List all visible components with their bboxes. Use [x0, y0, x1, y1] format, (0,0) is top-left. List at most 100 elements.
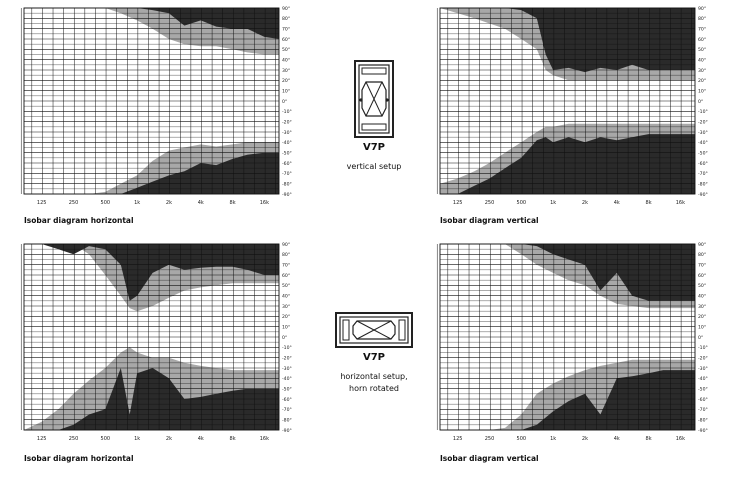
y-tick-label: 50° — [698, 47, 706, 53]
y-tick-label: -60° — [282, 161, 292, 167]
y-tick-label: -50° — [282, 386, 292, 392]
isobar-plot: 90° 80° 70° 60° 50° 40° 30° 20° 10° 0° -10° -20° -30… — [436, 242, 708, 442]
x-tick-label: 250 — [485, 436, 495, 442]
y-tick-label: 0° — [282, 99, 287, 105]
y-tick-label: 30° — [282, 68, 290, 74]
y-tick-label: -10° — [282, 345, 292, 351]
y-tick-label: 40° — [698, 293, 706, 299]
x-tick-label: 500 — [517, 436, 527, 442]
isobar-chart-vertical-vertical-setup: 90° 80° 70° 60° 50° 40° 30° 20° 10° 0° -10° -20° -30… — [436, 6, 708, 208]
y-tick-label: 90° — [282, 6, 290, 12]
isobar-chart-vertical-horizontal-setup: 90° 80° 70° 60° 50° 40° 30° 20° 10° 0° -10° -20° -30… — [436, 242, 708, 444]
speaker-horizontal-setup: V7P horizontal setup, horn rotated — [314, 312, 434, 395]
x-tick-label: 125 — [37, 200, 47, 206]
y-tick-label: 10° — [698, 324, 706, 330]
y-tick-label: 70° — [282, 26, 290, 32]
setup-label-line2: horn rotated — [349, 384, 399, 393]
chart-title: Isobar diagram horizontal — [24, 454, 134, 463]
y-tick-label: -30° — [698, 366, 708, 372]
y-tick-label: -20° — [282, 355, 292, 361]
y-tick-label: 10° — [282, 324, 290, 330]
x-tick-label: 16k — [676, 200, 685, 206]
x-tick-label: 8k — [646, 436, 652, 442]
plot-frame — [23, 243, 280, 431]
y-tick-label: 0° — [282, 335, 287, 341]
x-tick-label: 8k — [230, 200, 236, 206]
y-tick-label: -80° — [282, 417, 292, 423]
isobar-chart-horizontal-horizontal-setup: 90° 80° 70° 60° 50° 40° 30° 20° 10° 0° -10° -20° -30… — [20, 242, 292, 444]
x-tick-label: 1k — [550, 436, 556, 442]
x-tick-label: 16k — [676, 436, 685, 442]
y-tick-label: 20° — [698, 78, 706, 84]
y-tick-label: 20° — [282, 78, 290, 84]
y-tick-label: 90° — [698, 6, 706, 12]
x-tick-label: 4k — [198, 436, 204, 442]
x-tick-label: 250 — [485, 200, 495, 206]
plot-frame — [23, 7, 280, 195]
y-tick-label: -50° — [698, 150, 708, 156]
y-tick-label: 0° — [698, 99, 703, 105]
y-tick-label: -90° — [698, 428, 708, 434]
y-tick-label: -50° — [698, 386, 708, 392]
x-tick-label: 8k — [646, 200, 652, 206]
y-tick-label: 30° — [282, 304, 290, 310]
setup-label: vertical setup — [346, 162, 402, 171]
y-tick-label: 90° — [698, 242, 706, 248]
y-tick-label: 80° — [698, 252, 706, 258]
x-tick-label: 250 — [69, 436, 79, 442]
x-tick-label: 1k — [550, 200, 556, 206]
y-tick-label: -30° — [282, 366, 292, 372]
y-tick-label: 20° — [698, 314, 706, 320]
speaker-vertical-setup: V7P vertical setup — [314, 60, 434, 173]
dark-band-top — [440, 8, 695, 73]
y-tick-label: -60° — [698, 397, 708, 403]
y-tick-label: 70° — [282, 262, 290, 268]
model-name: V7P — [362, 142, 386, 153]
x-tick-label: 500 — [101, 200, 111, 206]
y-tick-label: -80° — [282, 181, 292, 187]
y-tick-label: 80° — [282, 252, 290, 258]
isobar-plot: 90° 80° 70° 60° 50° 40° 30° 20° 10° 0° -10° -20° -30… — [436, 6, 708, 206]
setup-label-line1: horizontal setup, — [340, 372, 408, 381]
y-tick-label: -70° — [282, 171, 292, 177]
x-tick-label: 2k — [166, 200, 172, 206]
x-tick-label: 1k — [134, 436, 140, 442]
dark-band-bottom — [440, 134, 695, 194]
dark-band-bottom — [440, 370, 695, 430]
x-tick-label: 16k — [260, 200, 269, 206]
y-tick-label: -70° — [282, 407, 292, 413]
y-tick-label: -90° — [698, 192, 708, 198]
y-tick-label: -40° — [698, 140, 708, 146]
y-tick-label: 30° — [698, 68, 706, 74]
y-tick-label: -40° — [282, 376, 292, 382]
y-tick-label: -80° — [698, 181, 708, 187]
y-tick-label: -20° — [698, 355, 708, 361]
x-tick-label: 16k — [260, 436, 269, 442]
x-tick-label: 1k — [134, 200, 140, 206]
y-tick-label: 0° — [698, 335, 703, 341]
dark-band-top — [24, 244, 279, 301]
speaker-vertical-icon — [314, 60, 434, 138]
x-tick-label: 500 — [517, 200, 527, 206]
y-tick-label: 30° — [698, 304, 706, 310]
y-tick-label: 70° — [698, 26, 706, 32]
y-tick-label: 80° — [698, 16, 706, 22]
isobar-plot: 90° 80° 70° 60° 50° 40° 30° 20° 10° 0° -10° -20° -30… — [20, 242, 292, 442]
y-tick-label: -10° — [698, 345, 708, 351]
y-tick-label: -20° — [698, 119, 708, 125]
y-tick-label: -20° — [282, 119, 292, 125]
y-tick-label: 50° — [282, 47, 290, 53]
y-tick-label: 70° — [698, 262, 706, 268]
y-tick-label: 10° — [282, 88, 290, 94]
speaker-horizontal-icon — [314, 312, 434, 348]
y-tick-label: -10° — [698, 109, 708, 115]
y-tick-label: 90° — [282, 242, 290, 248]
x-tick-label: 125 — [453, 436, 463, 442]
y-tick-label: 60° — [698, 37, 706, 43]
y-tick-label: -60° — [698, 161, 708, 167]
x-tick-label: 4k — [614, 436, 620, 442]
dark-band-top — [440, 244, 695, 301]
y-tick-label: -90° — [282, 428, 292, 434]
setup-label: horizontal setup, horn rotated — [314, 371, 434, 395]
y-tick-label: -60° — [282, 397, 292, 403]
